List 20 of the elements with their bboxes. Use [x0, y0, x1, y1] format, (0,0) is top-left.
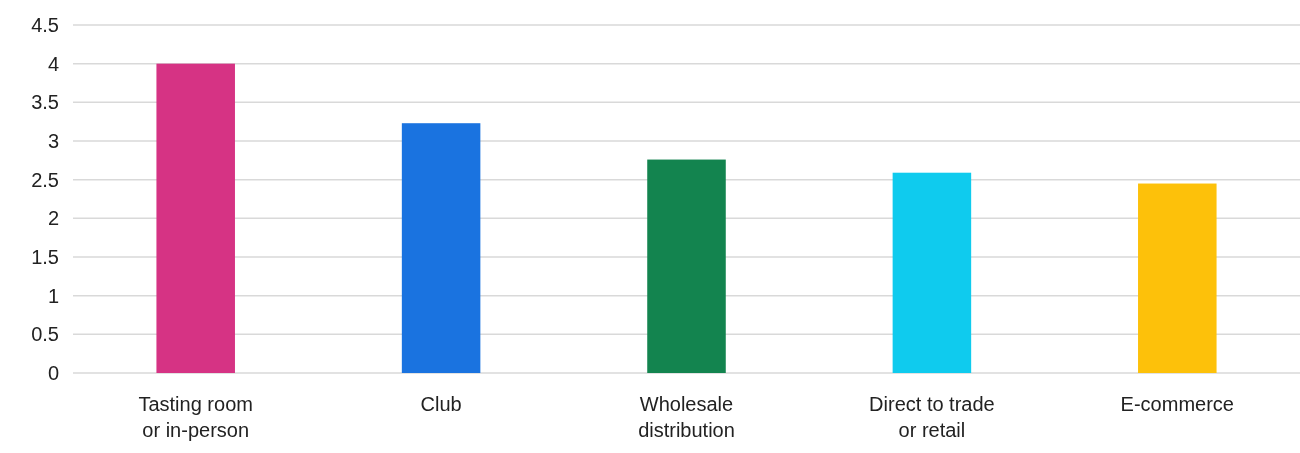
y-tick-label: 3.5	[31, 91, 59, 114]
y-tick-label: 1.5	[31, 245, 59, 268]
x-tick-label: Direct to trade or retail	[869, 393, 995, 441]
y-tick-label: 3	[47, 129, 59, 152]
x-tick-label: Wholesale distribution	[638, 393, 735, 441]
x-tick-label: Club	[420, 393, 462, 415]
y-tick-label: 0.5	[31, 323, 59, 346]
y-tick-label: 4	[47, 52, 59, 75]
x-tick-label: Tasting room or in-person	[138, 393, 253, 441]
x-tick-label: E-commerce	[1120, 393, 1234, 415]
y-tick-label: 2	[47, 207, 59, 230]
bar	[401, 123, 481, 373]
bar	[1138, 183, 1217, 373]
y-tick-label: 4.5	[31, 13, 59, 36]
y-tick-label: 0	[47, 361, 59, 384]
y-tick-label: 1	[47, 284, 59, 307]
y-tick-label: 2.5	[31, 168, 59, 191]
bar	[892, 172, 972, 373]
bar	[647, 159, 726, 373]
bar	[156, 63, 235, 373]
